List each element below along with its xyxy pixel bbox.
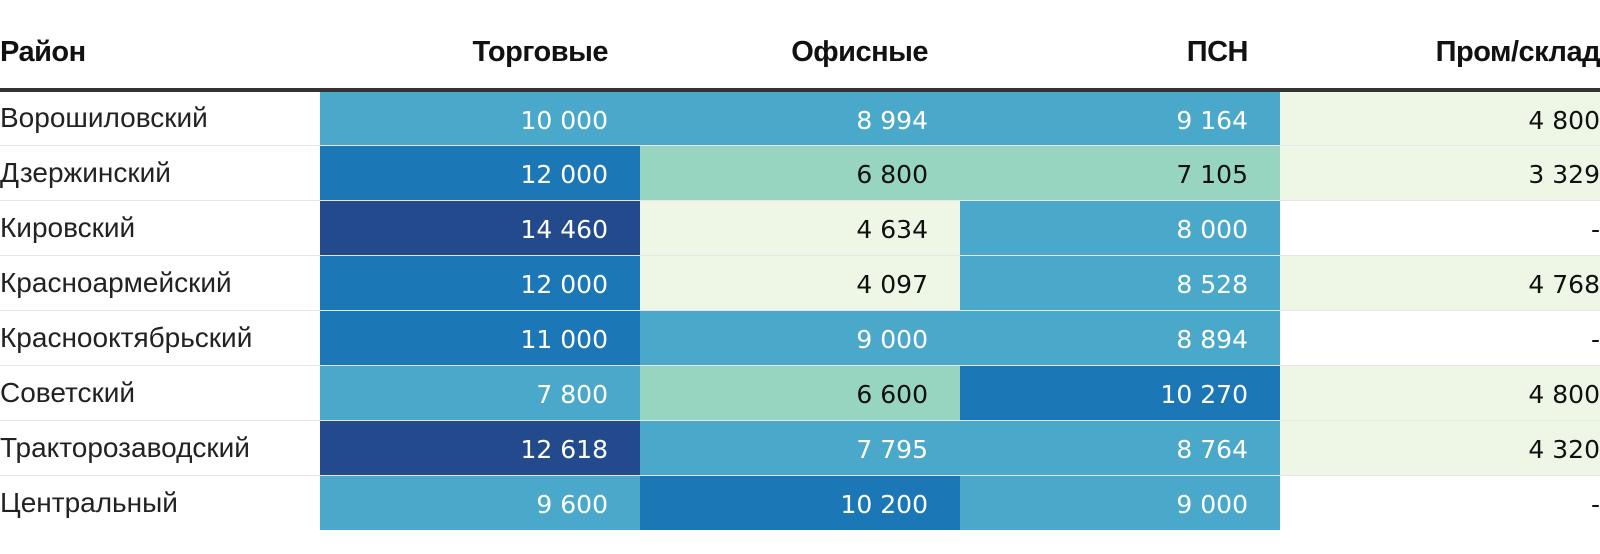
district-name-cell: Красноармейский xyxy=(0,255,320,311)
table-row: Советский 7 800 6 600 10 270 4 800 xyxy=(0,365,1600,421)
heatmap-cell-office: 7 795 xyxy=(640,420,960,476)
heatmap-cell-industrial: - xyxy=(1280,475,1600,530)
heatmap-cell-retail: 7 800 xyxy=(320,365,640,421)
district-name-cell: Центральный xyxy=(0,486,178,518)
table-row: Краснооктябрьский 11 000 9 000 8 894 - xyxy=(0,310,1600,366)
district-name-cell: Советский xyxy=(0,365,320,421)
column-header-label: Торговые xyxy=(472,35,609,68)
cell-value: 11 000 xyxy=(520,325,608,354)
cell-value: 4 800 xyxy=(1528,380,1600,409)
heatmap-cell-retail: 12 618 xyxy=(320,420,640,476)
heatmap-cell-industrial: 4 768 xyxy=(1280,255,1600,311)
cell-value: 8 994 xyxy=(856,105,928,135)
heatmap-cell-office: 4 097 xyxy=(640,255,960,311)
heatmap-cell-psn: 8 894 xyxy=(960,310,1280,366)
cell-value: 7 795 xyxy=(856,435,928,464)
heatmap-cell-industrial: 4 800 xyxy=(1280,365,1600,421)
column-header-label: Офисные xyxy=(791,35,928,68)
heatmap-cell-office: 6 600 xyxy=(640,365,960,421)
heatmap-cell-industrial: - xyxy=(1280,200,1600,256)
cell-value: - xyxy=(1590,215,1600,244)
heatmap-cell-retail: 10 000 xyxy=(320,90,640,146)
column-header-retail: Торговые xyxy=(320,0,640,92)
heatmap-table-container: Район Торговые Офисные ПСН Пром/склад Во… xyxy=(0,0,1600,530)
column-header-industrial: Пром/склад xyxy=(1280,0,1600,92)
cell-value: 9 600 xyxy=(536,490,608,520)
district-name-cell: Краснооктябрьский xyxy=(0,310,320,366)
rent-heatmap-table: Район Торговые Офисные ПСН Пром/склад Во… xyxy=(0,0,1600,530)
cell-value: 8 528 xyxy=(1176,270,1248,299)
cell-value: 7 105 xyxy=(1176,160,1248,189)
district-name-cell: Дзержинский xyxy=(0,145,320,201)
heatmap-cell-psn: 8 764 xyxy=(960,420,1280,476)
column-header-label: Пром/склад xyxy=(1435,35,1600,68)
column-header-office: Офисные xyxy=(640,0,960,92)
table-row: Центральный 9 600 10 200 9 000 - xyxy=(0,475,1600,530)
cell-value: 10 000 xyxy=(520,105,608,135)
cell-value: 3 329 xyxy=(1528,160,1600,189)
heatmap-cell-retail: 12 000 xyxy=(320,255,640,311)
cell-value: 14 460 xyxy=(520,215,608,244)
heatmap-cell-retail: 9 600 xyxy=(320,475,640,530)
cell-value: 4 634 xyxy=(856,215,928,244)
cell-value: 10 200 xyxy=(840,490,928,520)
heatmap-cell-industrial: 4 800 xyxy=(1280,90,1600,146)
heatmap-cell-retail: 11 000 xyxy=(320,310,640,366)
table-row: Красноармейский 12 000 4 097 8 528 4 768 xyxy=(0,255,1600,311)
table-body: Ворошиловский 10 000 8 994 9 164 4 800 Дзержи… xyxy=(0,90,1600,530)
cell-value: 4 320 xyxy=(1528,435,1600,464)
cell-value: 9 164 xyxy=(1176,105,1248,135)
cell-value: 8 764 xyxy=(1176,435,1248,464)
heatmap-cell-industrial: 3 329 xyxy=(1280,145,1600,201)
heatmap-cell-retail: 14 460 xyxy=(320,200,640,256)
cell-value: 8 000 xyxy=(1176,215,1248,244)
heatmap-cell-psn: 10 270 xyxy=(960,365,1280,421)
cell-value: - xyxy=(1590,325,1600,354)
cell-value: 7 800 xyxy=(536,380,608,409)
cell-value: 12 000 xyxy=(520,160,608,189)
heatmap-cell-office: 8 994 xyxy=(640,90,960,146)
column-header-label: ПСН xyxy=(1186,35,1249,68)
cell-value: 9 000 xyxy=(1176,490,1248,520)
column-header-district: Район xyxy=(0,0,320,92)
district-name-cell: Кировский xyxy=(0,200,320,256)
cell-value: 10 270 xyxy=(1160,380,1248,409)
cell-value: - xyxy=(1590,490,1600,520)
table-row: Дзержинский 12 000 6 800 7 105 3 329 xyxy=(0,145,1600,201)
district-name-cell: Ворошиловский xyxy=(0,90,320,146)
heatmap-cell-industrial: 4 320 xyxy=(1280,420,1600,476)
cell-value: 6 800 xyxy=(856,160,928,189)
heatmap-cell-office: 6 800 xyxy=(640,145,960,201)
heatmap-cell-retail: 12 000 xyxy=(320,145,640,201)
cell-value: 4 097 xyxy=(856,270,928,299)
heatmap-cell-office: 4 634 xyxy=(640,200,960,256)
table-row: Ворошиловский 10 000 8 994 9 164 4 800 xyxy=(0,90,1600,146)
heatmap-cell-psn: 9 164 xyxy=(960,90,1280,146)
district-name-cell: Тракторозаводский xyxy=(0,420,320,476)
column-header-psn: ПСН xyxy=(960,0,1280,92)
cell-value: 4 768 xyxy=(1528,270,1600,299)
heatmap-cell-psn: 9 000 xyxy=(960,475,1280,530)
heatmap-cell-office: 9 000 xyxy=(640,310,960,366)
heatmap-cell-psn: 8 528 xyxy=(960,255,1280,311)
heatmap-cell-industrial: - xyxy=(1280,310,1600,366)
cell-value: 4 800 xyxy=(1528,105,1600,135)
table-row: Тракторозаводский 12 618 7 795 8 764 4 320 xyxy=(0,420,1600,476)
heatmap-cell-psn: 8 000 xyxy=(960,200,1280,256)
cell-value: 12 000 xyxy=(520,270,608,299)
table-row: Кировский 14 460 4 634 8 000 - xyxy=(0,200,1600,256)
heatmap-cell-psn: 7 105 xyxy=(960,145,1280,201)
cell-value: 8 894 xyxy=(1176,325,1248,354)
heatmap-cell-office: 10 200 xyxy=(640,475,960,530)
table-header: Район Торговые Офисные ПСН Пром/склад xyxy=(0,0,1600,92)
cell-value: 12 618 xyxy=(520,435,608,464)
cell-value: 9 000 xyxy=(856,325,928,354)
header-row: Район Торговые Офисные ПСН Пром/склад xyxy=(0,0,1600,92)
column-header-label: Район xyxy=(0,35,86,68)
cell-value: 6 600 xyxy=(856,380,928,409)
